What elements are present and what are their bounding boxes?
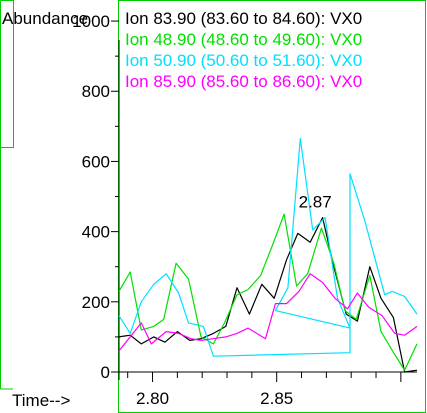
chart-left-border: [0, 0, 14, 148]
series-line-3: [118, 138, 418, 357]
series-line-1: [118, 217, 418, 373]
y-tick-label: 0: [101, 363, 110, 382]
y-tick-label: 1000: [72, 12, 110, 31]
legend: Ion 83.90 (83.60 to 84.60): VX0 Ion 48.90…: [125, 9, 362, 91]
series-layer: [118, 138, 418, 373]
y-axis-label: Abundance: [2, 9, 88, 28]
series-line-4: [118, 273, 418, 352]
legend-entry-3: Ion 50.90 (50.60 to 51.60): VX0: [125, 51, 362, 70]
axes: 0 200 400 600 800 1000 2.80 2.85: [72, 12, 417, 408]
legend-entry-1: Ion 83.90 (83.60 to 84.60): VX0: [125, 9, 362, 28]
y-tick-label: 600: [82, 152, 110, 171]
y-tick-label: 800: [82, 82, 110, 101]
series-line-2: [118, 213, 418, 371]
x-tick-label: 2.85: [260, 389, 293, 408]
y-tick-label: 200: [82, 293, 110, 312]
peak-annotation: 2.87: [299, 193, 332, 212]
legend-entry-4: Ion 85.90 (85.60 to 86.60): VX0: [125, 72, 362, 91]
y-tick-label: 400: [82, 223, 110, 242]
legend-entry-2: Ion 48.90 (48.60 to 49.60): VX0: [125, 30, 362, 49]
x-axis-label: Time-->: [12, 391, 70, 410]
x-tick-label: 2.80: [136, 389, 169, 408]
